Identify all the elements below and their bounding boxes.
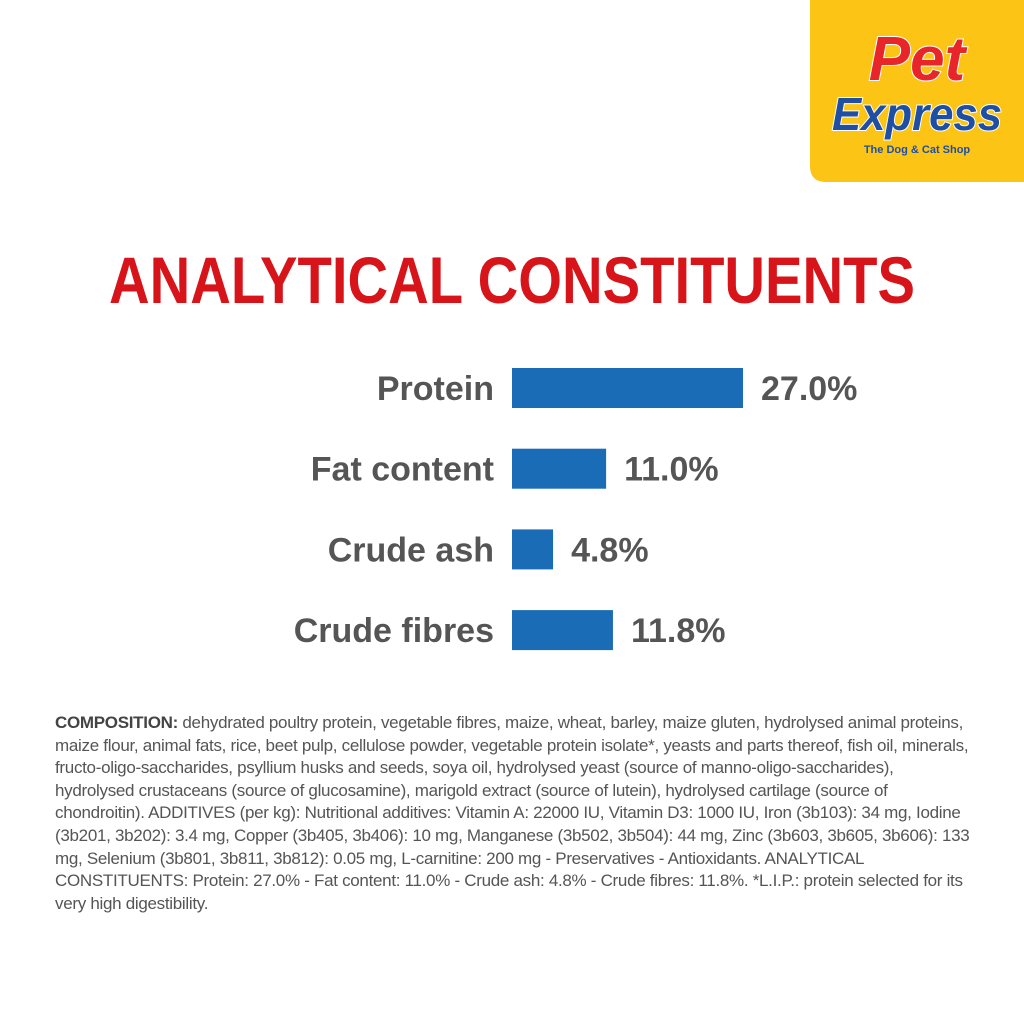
chart: Pet Express The Dog & Cat Shop ANALYTICA… — [109, 0, 1024, 651]
composition-label: COMPOSITION: — [55, 713, 178, 732]
category-label: Fat content — [311, 451, 494, 489]
bar — [512, 448, 607, 489]
value-label: 11.8% — [631, 612, 726, 650]
composition: COMPOSITION: dehydrated poultry protein,… — [55, 712, 970, 915]
category-label: Crude ash — [328, 531, 494, 569]
value-label: 11.0% — [624, 451, 719, 489]
category-label: Protein — [377, 370, 494, 408]
composition-text: dehydrated poultry protein, vegetable fi… — [55, 713, 970, 913]
category-label: Crude fibres — [294, 612, 494, 650]
logo-top: Pet — [869, 25, 968, 94]
logo-tagline: The Dog & Cat Shop — [864, 144, 971, 156]
bar — [512, 610, 613, 651]
chart-title: ANALYTICAL CONSTITUENTS — [109, 243, 915, 317]
logo-background — [810, 0, 1024, 182]
logo-bottom: Express — [832, 88, 1002, 140]
value-label: 27.0% — [761, 370, 857, 408]
value-label: 4.8% — [571, 531, 649, 569]
bar — [512, 368, 743, 408]
bar — [512, 529, 554, 570]
